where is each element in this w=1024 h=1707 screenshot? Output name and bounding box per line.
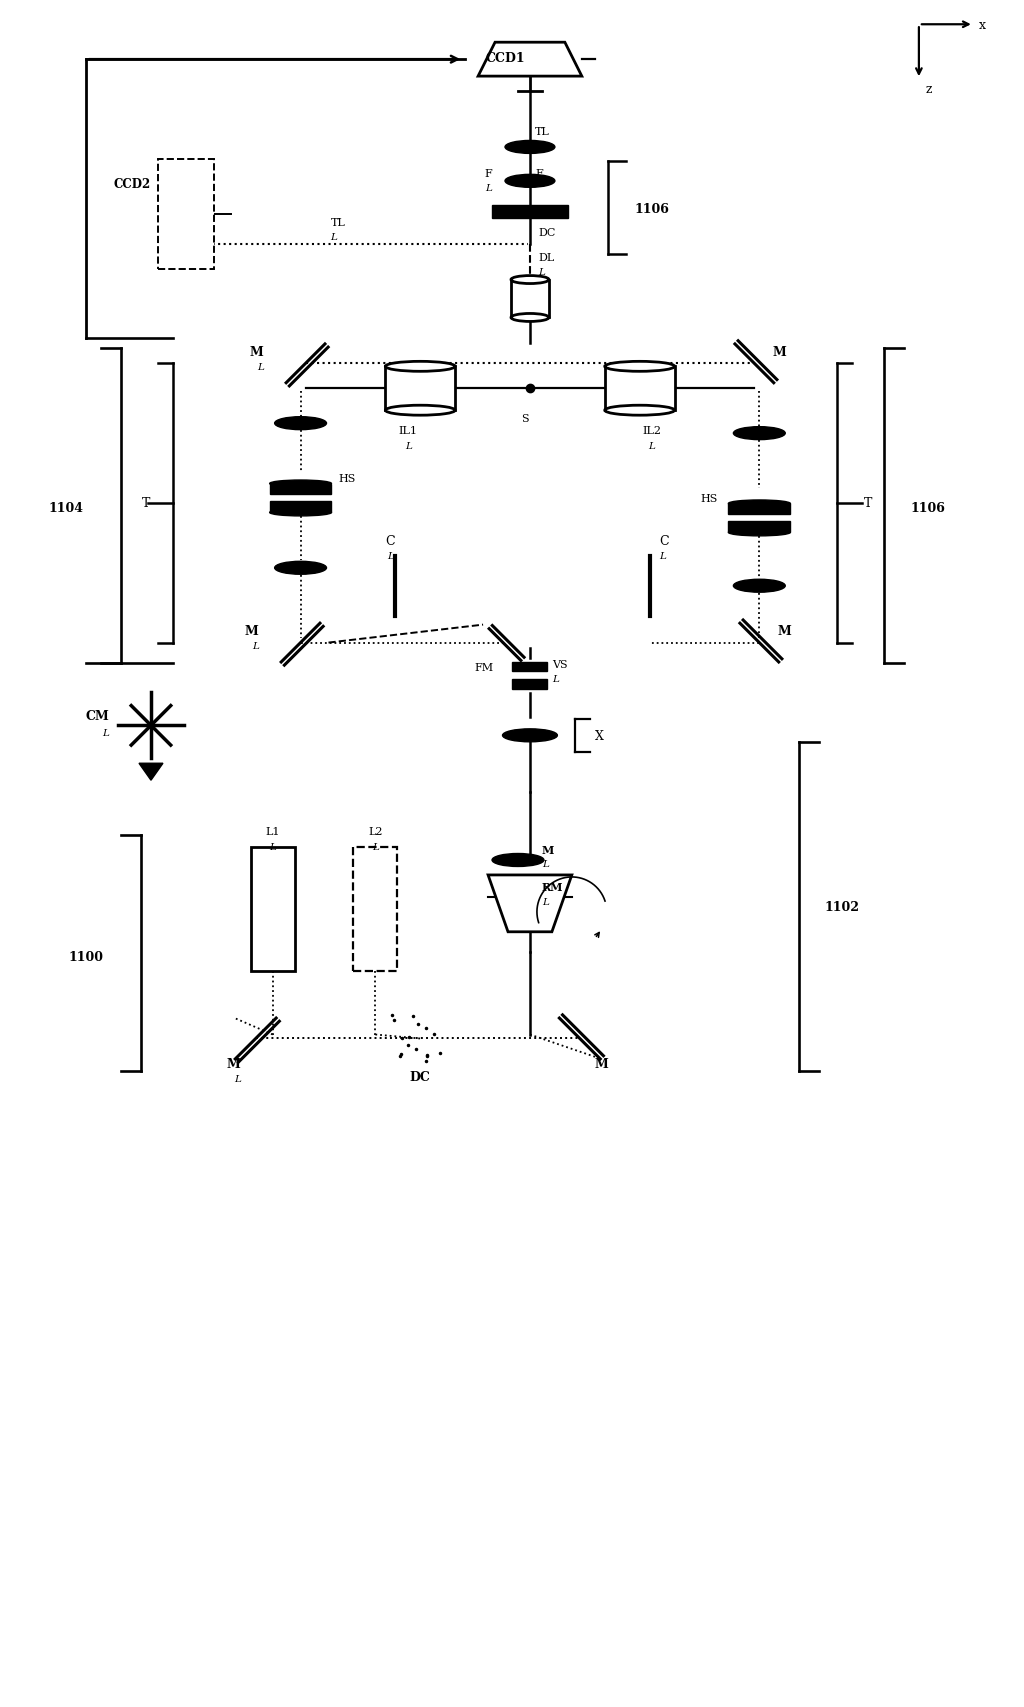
Ellipse shape bbox=[385, 362, 455, 372]
Text: L: L bbox=[331, 234, 337, 242]
Text: F: F bbox=[535, 169, 543, 179]
Text: CM: CM bbox=[85, 710, 110, 722]
Ellipse shape bbox=[728, 529, 791, 536]
Text: z: z bbox=[926, 84, 933, 96]
Bar bbox=[512, 662, 548, 673]
Text: TL: TL bbox=[331, 217, 345, 227]
Text: C: C bbox=[659, 534, 670, 548]
Text: M: M bbox=[542, 843, 554, 855]
Bar bbox=[269, 502, 332, 514]
Bar bbox=[353, 847, 397, 971]
Ellipse shape bbox=[511, 314, 549, 323]
Text: HS: HS bbox=[339, 475, 356, 483]
Bar bbox=[493, 207, 568, 218]
Ellipse shape bbox=[511, 277, 549, 285]
Text: 1104: 1104 bbox=[49, 502, 84, 516]
Text: L: L bbox=[372, 842, 379, 852]
Bar bbox=[728, 504, 791, 516]
Ellipse shape bbox=[733, 580, 785, 592]
Text: L: L bbox=[233, 1074, 241, 1084]
Ellipse shape bbox=[728, 500, 791, 507]
Text: TL: TL bbox=[535, 126, 550, 137]
Text: x: x bbox=[979, 19, 986, 32]
Text: CCD2: CCD2 bbox=[114, 178, 151, 191]
Ellipse shape bbox=[505, 176, 555, 188]
Text: L: L bbox=[542, 860, 549, 869]
Text: DC: DC bbox=[410, 1070, 431, 1084]
Bar bbox=[269, 485, 332, 495]
Text: T: T bbox=[141, 497, 151, 510]
Text: L2: L2 bbox=[368, 826, 383, 836]
Ellipse shape bbox=[733, 427, 785, 440]
Ellipse shape bbox=[385, 406, 455, 417]
Text: RM: RM bbox=[542, 883, 563, 893]
Text: 1100: 1100 bbox=[69, 951, 103, 964]
Text: L: L bbox=[485, 184, 493, 193]
Text: L: L bbox=[648, 442, 655, 451]
Text: M: M bbox=[227, 1057, 241, 1070]
Text: L: L bbox=[659, 551, 667, 562]
Text: M: M bbox=[777, 625, 791, 638]
Text: X: X bbox=[595, 729, 604, 743]
Text: L: L bbox=[552, 674, 559, 683]
Text: 1102: 1102 bbox=[824, 901, 859, 913]
Text: CCD1: CCD1 bbox=[485, 51, 525, 65]
Bar bbox=[511, 280, 549, 318]
Text: L: L bbox=[252, 642, 259, 650]
Text: L: L bbox=[257, 362, 263, 372]
Text: C: C bbox=[385, 534, 395, 548]
Text: T: T bbox=[864, 497, 872, 510]
Bar bbox=[158, 160, 214, 270]
Ellipse shape bbox=[274, 562, 327, 575]
Polygon shape bbox=[478, 43, 582, 77]
Ellipse shape bbox=[274, 418, 327, 430]
Text: M: M bbox=[772, 345, 786, 358]
Text: L: L bbox=[542, 898, 549, 906]
Text: IL2: IL2 bbox=[642, 427, 662, 435]
Text: M: M bbox=[245, 625, 259, 638]
Text: S: S bbox=[521, 413, 528, 423]
Polygon shape bbox=[488, 876, 571, 932]
Text: L: L bbox=[387, 551, 394, 562]
Bar bbox=[251, 847, 295, 971]
Ellipse shape bbox=[493, 854, 544, 867]
Text: L: L bbox=[102, 729, 110, 737]
Text: F: F bbox=[484, 169, 493, 179]
Text: L: L bbox=[269, 842, 276, 852]
Ellipse shape bbox=[505, 142, 555, 154]
Ellipse shape bbox=[605, 406, 675, 417]
Text: DL: DL bbox=[538, 253, 554, 263]
Bar bbox=[385, 367, 455, 411]
Ellipse shape bbox=[605, 362, 675, 372]
Ellipse shape bbox=[503, 729, 557, 743]
Text: L: L bbox=[535, 142, 542, 150]
Text: L: L bbox=[538, 268, 545, 277]
Bar bbox=[605, 367, 675, 411]
Text: HS: HS bbox=[700, 493, 718, 504]
Text: 1106: 1106 bbox=[911, 502, 946, 516]
Text: VS: VS bbox=[552, 659, 567, 669]
Bar bbox=[728, 522, 791, 533]
Text: L1: L1 bbox=[265, 826, 280, 836]
Text: 1106: 1106 bbox=[635, 203, 670, 217]
Bar bbox=[512, 679, 548, 690]
Polygon shape bbox=[139, 763, 163, 780]
Ellipse shape bbox=[269, 510, 332, 517]
Text: DC: DC bbox=[538, 227, 555, 237]
Text: M: M bbox=[595, 1057, 608, 1070]
Ellipse shape bbox=[269, 481, 332, 488]
Text: IL1: IL1 bbox=[398, 427, 418, 435]
Text: M: M bbox=[250, 345, 263, 358]
Text: FM: FM bbox=[474, 662, 493, 673]
Text: L: L bbox=[404, 442, 412, 451]
